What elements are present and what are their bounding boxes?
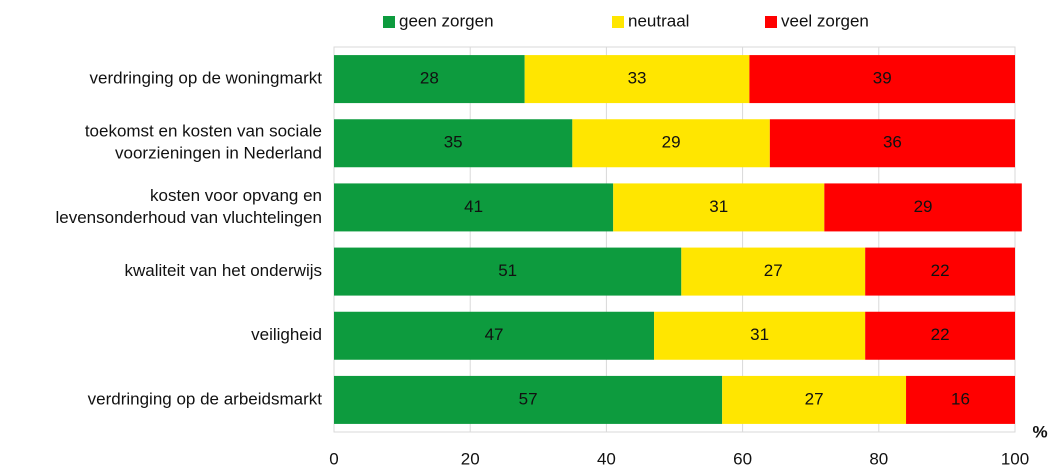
x-tick-label: 60 <box>733 449 752 468</box>
legend-label: geen zorgen <box>399 11 494 30</box>
bar-segment <box>524 55 750 104</box>
data-label: 29 <box>662 133 681 152</box>
legend-swatch <box>765 16 777 28</box>
data-label: 27 <box>764 261 783 280</box>
y-tick-label: verdringing op de woningmarkt <box>90 69 323 88</box>
bar-segment <box>865 247 1015 296</box>
data-label: 36 <box>883 133 902 152</box>
data-label: 57 <box>519 389 538 408</box>
y-tick-label: verdringing op de arbeidsmarkt <box>88 389 323 408</box>
bar-segment <box>824 183 1022 232</box>
plot-frame <box>333 46 1016 433</box>
data-label: 33 <box>628 69 647 88</box>
y-tick-label: levensonderhoud van vluchtelingen <box>55 208 322 227</box>
legend-label: veel zorgen <box>781 11 869 30</box>
data-label: 31 <box>709 197 728 216</box>
legend-label: neutraal <box>628 11 689 30</box>
bar-segment <box>334 55 525 104</box>
data-label: 35 <box>444 133 463 152</box>
y-tick-label: veiligheid <box>251 325 322 344</box>
bar-segment <box>749 55 1015 104</box>
data-label: 51 <box>498 261 517 280</box>
bar-segment <box>613 183 825 232</box>
bar-segment <box>865 311 1015 360</box>
x-tick-label: 20 <box>461 449 480 468</box>
x-tick-label: 0 <box>329 449 338 468</box>
data-label: 16 <box>951 389 970 408</box>
bar-segment <box>334 311 655 360</box>
data-label: 22 <box>931 325 950 344</box>
x-tick-label: 80 <box>869 449 888 468</box>
bar-segment <box>722 375 907 424</box>
bar-segment <box>681 247 866 296</box>
y-tick-label: kosten voor opvang en <box>150 186 322 205</box>
bar-segment <box>334 119 573 168</box>
legend-swatch <box>383 16 395 28</box>
bar-segment <box>334 183 614 232</box>
y-tick-label: voorzieningen in Nederland <box>115 144 322 163</box>
bar-segment <box>334 247 682 296</box>
x-axis-label: % <box>1032 422 1047 441</box>
data-label: 27 <box>805 389 824 408</box>
data-label: 22 <box>931 261 950 280</box>
bar-segment <box>334 375 723 424</box>
data-label: 41 <box>464 197 483 216</box>
data-label: 31 <box>750 325 769 344</box>
bar-segment <box>572 119 770 168</box>
x-tick-label: 40 <box>597 449 616 468</box>
bar-segment <box>906 375 1015 424</box>
x-tick-label: 100 <box>1001 449 1029 468</box>
y-tick-label: toekomst en kosten van sociale <box>85 122 322 141</box>
bar-segment <box>654 311 866 360</box>
data-label: 39 <box>873 69 892 88</box>
data-label: 28 <box>420 69 439 88</box>
legend-swatch <box>612 16 624 28</box>
data-label: 29 <box>914 197 933 216</box>
y-tick-label: kwaliteit van het onderwijs <box>125 261 322 280</box>
data-label: 47 <box>485 325 504 344</box>
bar-segment <box>769 119 1015 168</box>
